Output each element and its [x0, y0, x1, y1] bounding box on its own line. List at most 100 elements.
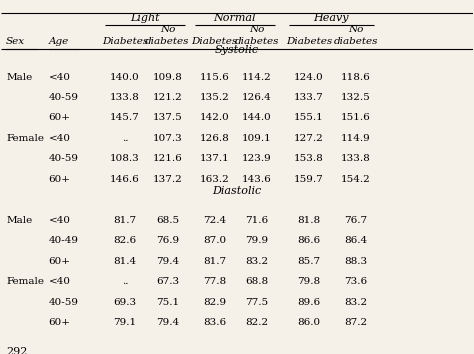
Text: 163.2: 163.2 — [200, 175, 229, 184]
Text: 137.2: 137.2 — [153, 175, 182, 184]
Text: 144.0: 144.0 — [242, 114, 272, 122]
Text: ..: .. — [122, 277, 128, 286]
Text: 75.1: 75.1 — [156, 298, 179, 307]
Text: diabetes: diabetes — [235, 36, 279, 46]
Text: 126.8: 126.8 — [200, 134, 229, 143]
Text: 76.7: 76.7 — [345, 216, 367, 225]
Text: 89.6: 89.6 — [297, 298, 320, 307]
Text: 60+: 60+ — [48, 318, 71, 327]
Text: Heavy: Heavy — [313, 13, 349, 23]
Text: 86.0: 86.0 — [297, 318, 320, 327]
Text: 145.7: 145.7 — [110, 114, 140, 122]
Text: No: No — [160, 25, 175, 34]
Text: 40-59: 40-59 — [48, 93, 79, 102]
Text: 140.0: 140.0 — [110, 73, 140, 81]
Text: 68.8: 68.8 — [246, 277, 269, 286]
Text: 82.2: 82.2 — [246, 318, 269, 327]
Text: 127.2: 127.2 — [294, 134, 324, 143]
Text: 292: 292 — [6, 347, 27, 354]
Text: 69.3: 69.3 — [113, 298, 137, 307]
Text: 108.3: 108.3 — [110, 154, 140, 164]
Text: Light: Light — [130, 13, 160, 23]
Text: 109.1: 109.1 — [242, 134, 272, 143]
Text: 154.2: 154.2 — [341, 175, 371, 184]
Text: 86.4: 86.4 — [345, 236, 367, 245]
Text: Diastolic: Diastolic — [212, 185, 262, 196]
Text: Diabetes: Diabetes — [102, 36, 148, 46]
Text: 83.6: 83.6 — [203, 318, 226, 327]
Text: diabetes: diabetes — [334, 36, 378, 46]
Text: 82.6: 82.6 — [113, 236, 137, 245]
Text: 107.3: 107.3 — [153, 134, 182, 143]
Text: 76.9: 76.9 — [156, 236, 179, 245]
Text: 86.6: 86.6 — [297, 236, 320, 245]
Text: 121.2: 121.2 — [153, 93, 182, 102]
Text: 151.6: 151.6 — [341, 114, 371, 122]
Text: 68.5: 68.5 — [156, 216, 179, 225]
Text: 121.6: 121.6 — [153, 154, 182, 164]
Text: 133.8: 133.8 — [341, 154, 371, 164]
Text: 40-59: 40-59 — [48, 298, 79, 307]
Text: 142.0: 142.0 — [200, 114, 229, 122]
Text: 82.9: 82.9 — [203, 298, 226, 307]
Text: 83.2: 83.2 — [246, 257, 269, 266]
Text: 85.7: 85.7 — [297, 257, 320, 266]
Text: 115.6: 115.6 — [200, 73, 229, 81]
Text: Systolic: Systolic — [215, 45, 259, 56]
Text: 81.8: 81.8 — [297, 216, 320, 225]
Text: 137.5: 137.5 — [153, 114, 182, 122]
Text: <40: <40 — [48, 73, 71, 81]
Text: 77.8: 77.8 — [203, 277, 226, 286]
Text: 155.1: 155.1 — [294, 114, 324, 122]
Text: 126.4: 126.4 — [242, 93, 272, 102]
Text: 114.9: 114.9 — [341, 134, 371, 143]
Text: <40: <40 — [48, 277, 71, 286]
Text: 83.2: 83.2 — [345, 298, 367, 307]
Text: 153.8: 153.8 — [294, 154, 324, 164]
Text: Male: Male — [6, 73, 32, 81]
Text: 118.6: 118.6 — [341, 73, 371, 81]
Text: No: No — [348, 25, 364, 34]
Text: 79.4: 79.4 — [156, 318, 179, 327]
Text: 88.3: 88.3 — [345, 257, 367, 266]
Text: 60+: 60+ — [48, 175, 71, 184]
Text: 87.2: 87.2 — [345, 318, 367, 327]
Text: Female: Female — [6, 277, 44, 286]
Text: 146.6: 146.6 — [110, 175, 140, 184]
Text: 81.7: 81.7 — [203, 257, 226, 266]
Text: diabetes: diabetes — [145, 36, 190, 46]
Text: 79.4: 79.4 — [156, 257, 179, 266]
Text: 77.5: 77.5 — [246, 298, 269, 307]
Text: 137.1: 137.1 — [200, 154, 229, 164]
Text: Normal: Normal — [213, 13, 256, 23]
Text: 133.8: 133.8 — [110, 93, 140, 102]
Text: 79.9: 79.9 — [246, 236, 269, 245]
Text: 132.5: 132.5 — [341, 93, 371, 102]
Text: Male: Male — [6, 216, 32, 225]
Text: Female: Female — [6, 134, 44, 143]
Text: 79.8: 79.8 — [297, 277, 320, 286]
Text: 60+: 60+ — [48, 257, 71, 266]
Text: 135.2: 135.2 — [200, 93, 229, 102]
Text: Diabetes: Diabetes — [191, 36, 238, 46]
Text: 123.9: 123.9 — [242, 154, 272, 164]
Text: 133.7: 133.7 — [294, 93, 324, 102]
Text: No: No — [249, 25, 264, 34]
Text: <40: <40 — [48, 134, 71, 143]
Text: 73.6: 73.6 — [345, 277, 367, 286]
Text: Age: Age — [48, 36, 69, 46]
Text: 40-49: 40-49 — [48, 236, 79, 245]
Text: 67.3: 67.3 — [156, 277, 179, 286]
Text: 143.6: 143.6 — [242, 175, 272, 184]
Text: 79.1: 79.1 — [113, 318, 137, 327]
Text: <40: <40 — [48, 216, 71, 225]
Text: 159.7: 159.7 — [294, 175, 324, 184]
Text: 114.2: 114.2 — [242, 73, 272, 81]
Text: 71.6: 71.6 — [246, 216, 269, 225]
Text: Diabetes: Diabetes — [286, 36, 332, 46]
Text: 81.7: 81.7 — [113, 216, 137, 225]
Text: 40-59: 40-59 — [48, 154, 79, 164]
Text: 109.8: 109.8 — [153, 73, 182, 81]
Text: 72.4: 72.4 — [203, 216, 226, 225]
Text: 87.0: 87.0 — [203, 236, 226, 245]
